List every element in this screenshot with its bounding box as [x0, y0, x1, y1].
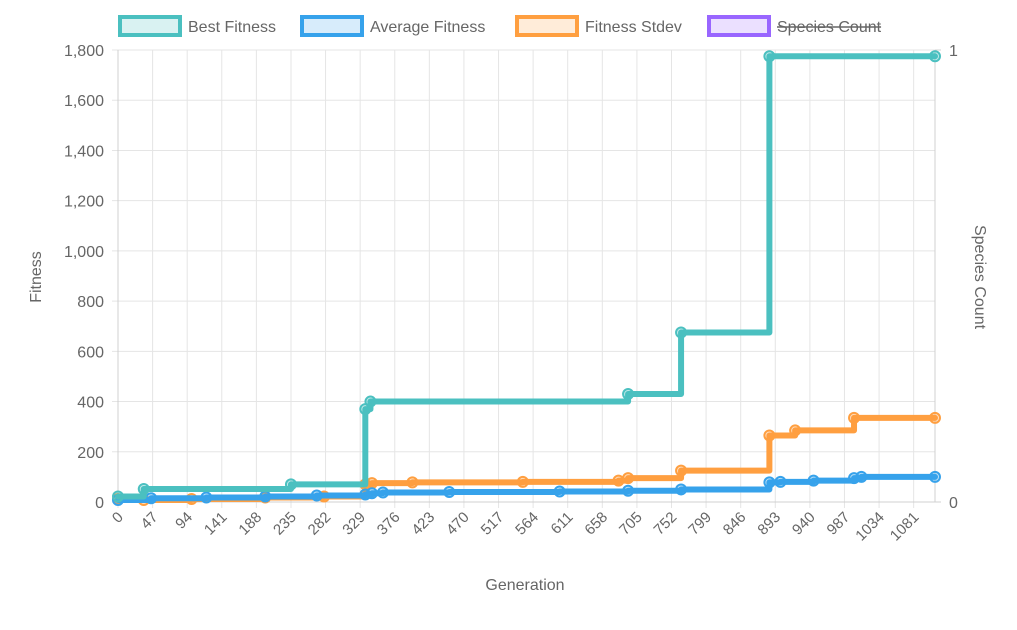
- y-tick-label: 1,000: [64, 244, 104, 261]
- data-point: [929, 50, 941, 63]
- series: [112, 50, 941, 506]
- legend-item-average-fitness[interactable]: Average Fitness: [300, 15, 485, 37]
- series-line-average-fitness: [115, 473, 938, 503]
- x-tick-label: 94: [172, 509, 196, 533]
- data-point: [443, 485, 456, 498]
- y-tick-label: 1,400: [64, 143, 104, 160]
- x-tick-label: 799: [685, 509, 715, 539]
- legend-label: Average Fitness: [370, 19, 485, 36]
- data-point: [763, 476, 776, 489]
- data-point: [622, 484, 635, 497]
- data-point: [929, 411, 941, 424]
- legend-swatch: [118, 15, 182, 37]
- x-tick-label: 658: [581, 509, 611, 539]
- x-tick-label: 235: [270, 509, 300, 539]
- x-tick-label: 188: [235, 509, 265, 539]
- y-tick-label: 1,600: [64, 93, 104, 110]
- data-point: [200, 491, 213, 504]
- legend-swatch: [707, 15, 771, 37]
- data-point: [365, 487, 378, 500]
- data-point: [675, 464, 688, 477]
- data-point: [848, 411, 861, 424]
- data-point: [763, 50, 776, 63]
- y-tick-label: 0: [95, 495, 104, 512]
- legend: Best Fitness Average Fitness Fitness Stdev…: [118, 15, 882, 37]
- y-tick-label: 600: [77, 344, 104, 361]
- data-point: [364, 395, 377, 408]
- x-tick-label: 0: [109, 509, 127, 527]
- data-point: [145, 492, 158, 505]
- x-tick-label: 611: [548, 509, 577, 538]
- x-tick-label: 282: [305, 509, 335, 539]
- data-point: [310, 489, 323, 502]
- legend-label: Best Fitness: [188, 19, 276, 36]
- data-point: [929, 470, 941, 483]
- data-point: [365, 477, 378, 490]
- x-tick-label: 987: [824, 509, 854, 539]
- data-point: [675, 326, 688, 339]
- y-tick-label: 200: [77, 445, 104, 462]
- x-tick-label: 423: [408, 509, 438, 539]
- data-point: [553, 485, 566, 498]
- x-tick-label: 517: [478, 509, 508, 539]
- x-axis-label: Generation: [485, 577, 564, 594]
- x-tick-label: 376: [374, 509, 404, 539]
- legend-item-species-count[interactable]: Species Count: [707, 15, 882, 37]
- y-tick-label: 1,800: [64, 43, 104, 60]
- data-point: [675, 483, 688, 496]
- data-point: [284, 478, 297, 491]
- y2-axis-label: Species Count: [971, 225, 988, 330]
- data-point: [622, 388, 635, 401]
- x-tick-label: 940: [789, 509, 819, 539]
- x-tick-label: 470: [443, 509, 473, 539]
- legend-item-best-fitness[interactable]: Best Fitness: [118, 15, 276, 37]
- x-tick-label: 329: [339, 509, 369, 539]
- x-tick-label: 752: [651, 509, 681, 539]
- series-line-best-fitness: [115, 53, 938, 500]
- x-tick-label: 846: [720, 509, 750, 539]
- data-point: [763, 429, 776, 442]
- data-point: [789, 424, 802, 437]
- grid: [112, 49, 935, 508]
- x-tick-label: 893: [754, 509, 784, 539]
- data-point: [259, 490, 272, 503]
- data-point: [612, 474, 625, 487]
- data-point: [622, 472, 635, 485]
- x-tick-label: 564: [512, 509, 542, 539]
- y-tick-label: 1,200: [64, 194, 104, 211]
- data-point: [807, 474, 820, 487]
- data-point: [516, 475, 529, 488]
- y2-tick-label: 0: [949, 495, 958, 512]
- y-axis-label: Fitness: [28, 251, 45, 303]
- y-tick-label: 400: [77, 395, 104, 412]
- data-point: [376, 486, 389, 499]
- x-tick-label: 705: [616, 509, 646, 539]
- data-point: [774, 475, 787, 488]
- y2-tick-label: 1: [949, 43, 958, 60]
- data-point: [112, 490, 124, 503]
- data-point: [137, 482, 150, 495]
- legend-item-fitness-stdev[interactable]: Fitness Stdev: [515, 15, 682, 37]
- data-point: [406, 476, 419, 489]
- legend-label: Fitness Stdev: [585, 19, 682, 36]
- x-tick-label: 141: [201, 509, 231, 539]
- x-tick-label: 1081: [887, 509, 923, 545]
- legend-swatch: [300, 15, 364, 37]
- y-tick-label: 800: [77, 294, 104, 311]
- x-tick-label: 47: [138, 509, 162, 533]
- data-point: [855, 470, 868, 483]
- legend-swatch: [515, 15, 579, 37]
- x-tick-label: 1034: [852, 509, 888, 545]
